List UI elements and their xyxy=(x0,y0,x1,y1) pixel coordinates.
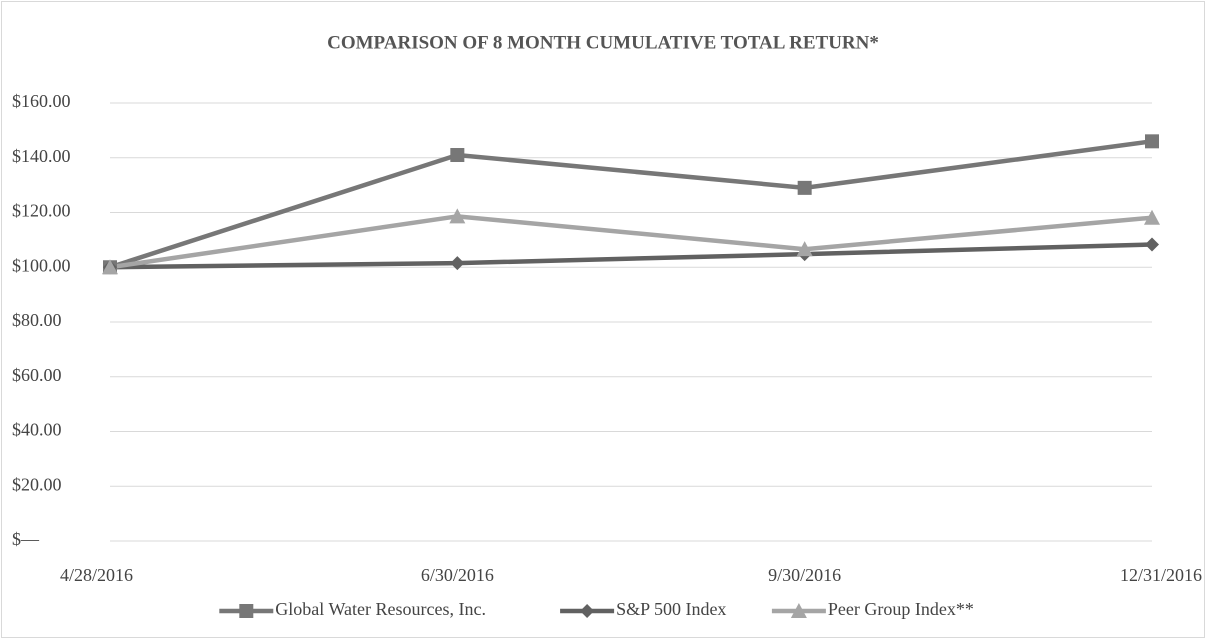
x-tick-label: 9/30/2016 xyxy=(768,565,841,585)
series-line xyxy=(109,214,1153,270)
point-marker xyxy=(450,256,465,271)
point-marker xyxy=(449,208,466,224)
x-tick-label: 6/30/2016 xyxy=(421,565,494,585)
y-tick-label: $100.00 xyxy=(12,255,71,275)
chart-title: COMPARISON OF 8 MONTH CUMULATIVE TOTAL R… xyxy=(327,32,879,53)
point-marker xyxy=(1145,237,1159,252)
point-marker xyxy=(102,259,118,275)
legend-label: Global Water Resources, Inc. xyxy=(275,599,486,619)
point-marker xyxy=(796,241,813,257)
point-marker xyxy=(1144,209,1160,225)
y-tick-label: $60.00 xyxy=(12,365,62,385)
point-marker xyxy=(1145,134,1159,149)
y-tick-label: $160.00 xyxy=(12,91,71,111)
legend-marker xyxy=(790,603,807,618)
legend-label: Peer Group Index** xyxy=(828,599,974,619)
y-tick-label: $20.00 xyxy=(12,474,62,494)
series-line xyxy=(109,139,1153,270)
legend-marker xyxy=(239,604,254,618)
legend-marker xyxy=(580,604,595,618)
y-tick-label: $120.00 xyxy=(12,201,71,221)
y-tick-label: $140.00 xyxy=(12,146,71,166)
point-marker xyxy=(450,148,465,163)
y-tick-label: $40.00 xyxy=(12,420,62,440)
y-tick-label: $80.00 xyxy=(12,310,62,330)
y-tick-label: $— xyxy=(12,529,40,549)
legend-label: S&P 500 Index xyxy=(616,599,726,619)
point-marker xyxy=(797,180,812,195)
x-tick-label: 4/28/2016 xyxy=(60,565,133,585)
series-line xyxy=(109,242,1153,270)
x-tick-label: 12/31/2016 xyxy=(1120,565,1202,585)
